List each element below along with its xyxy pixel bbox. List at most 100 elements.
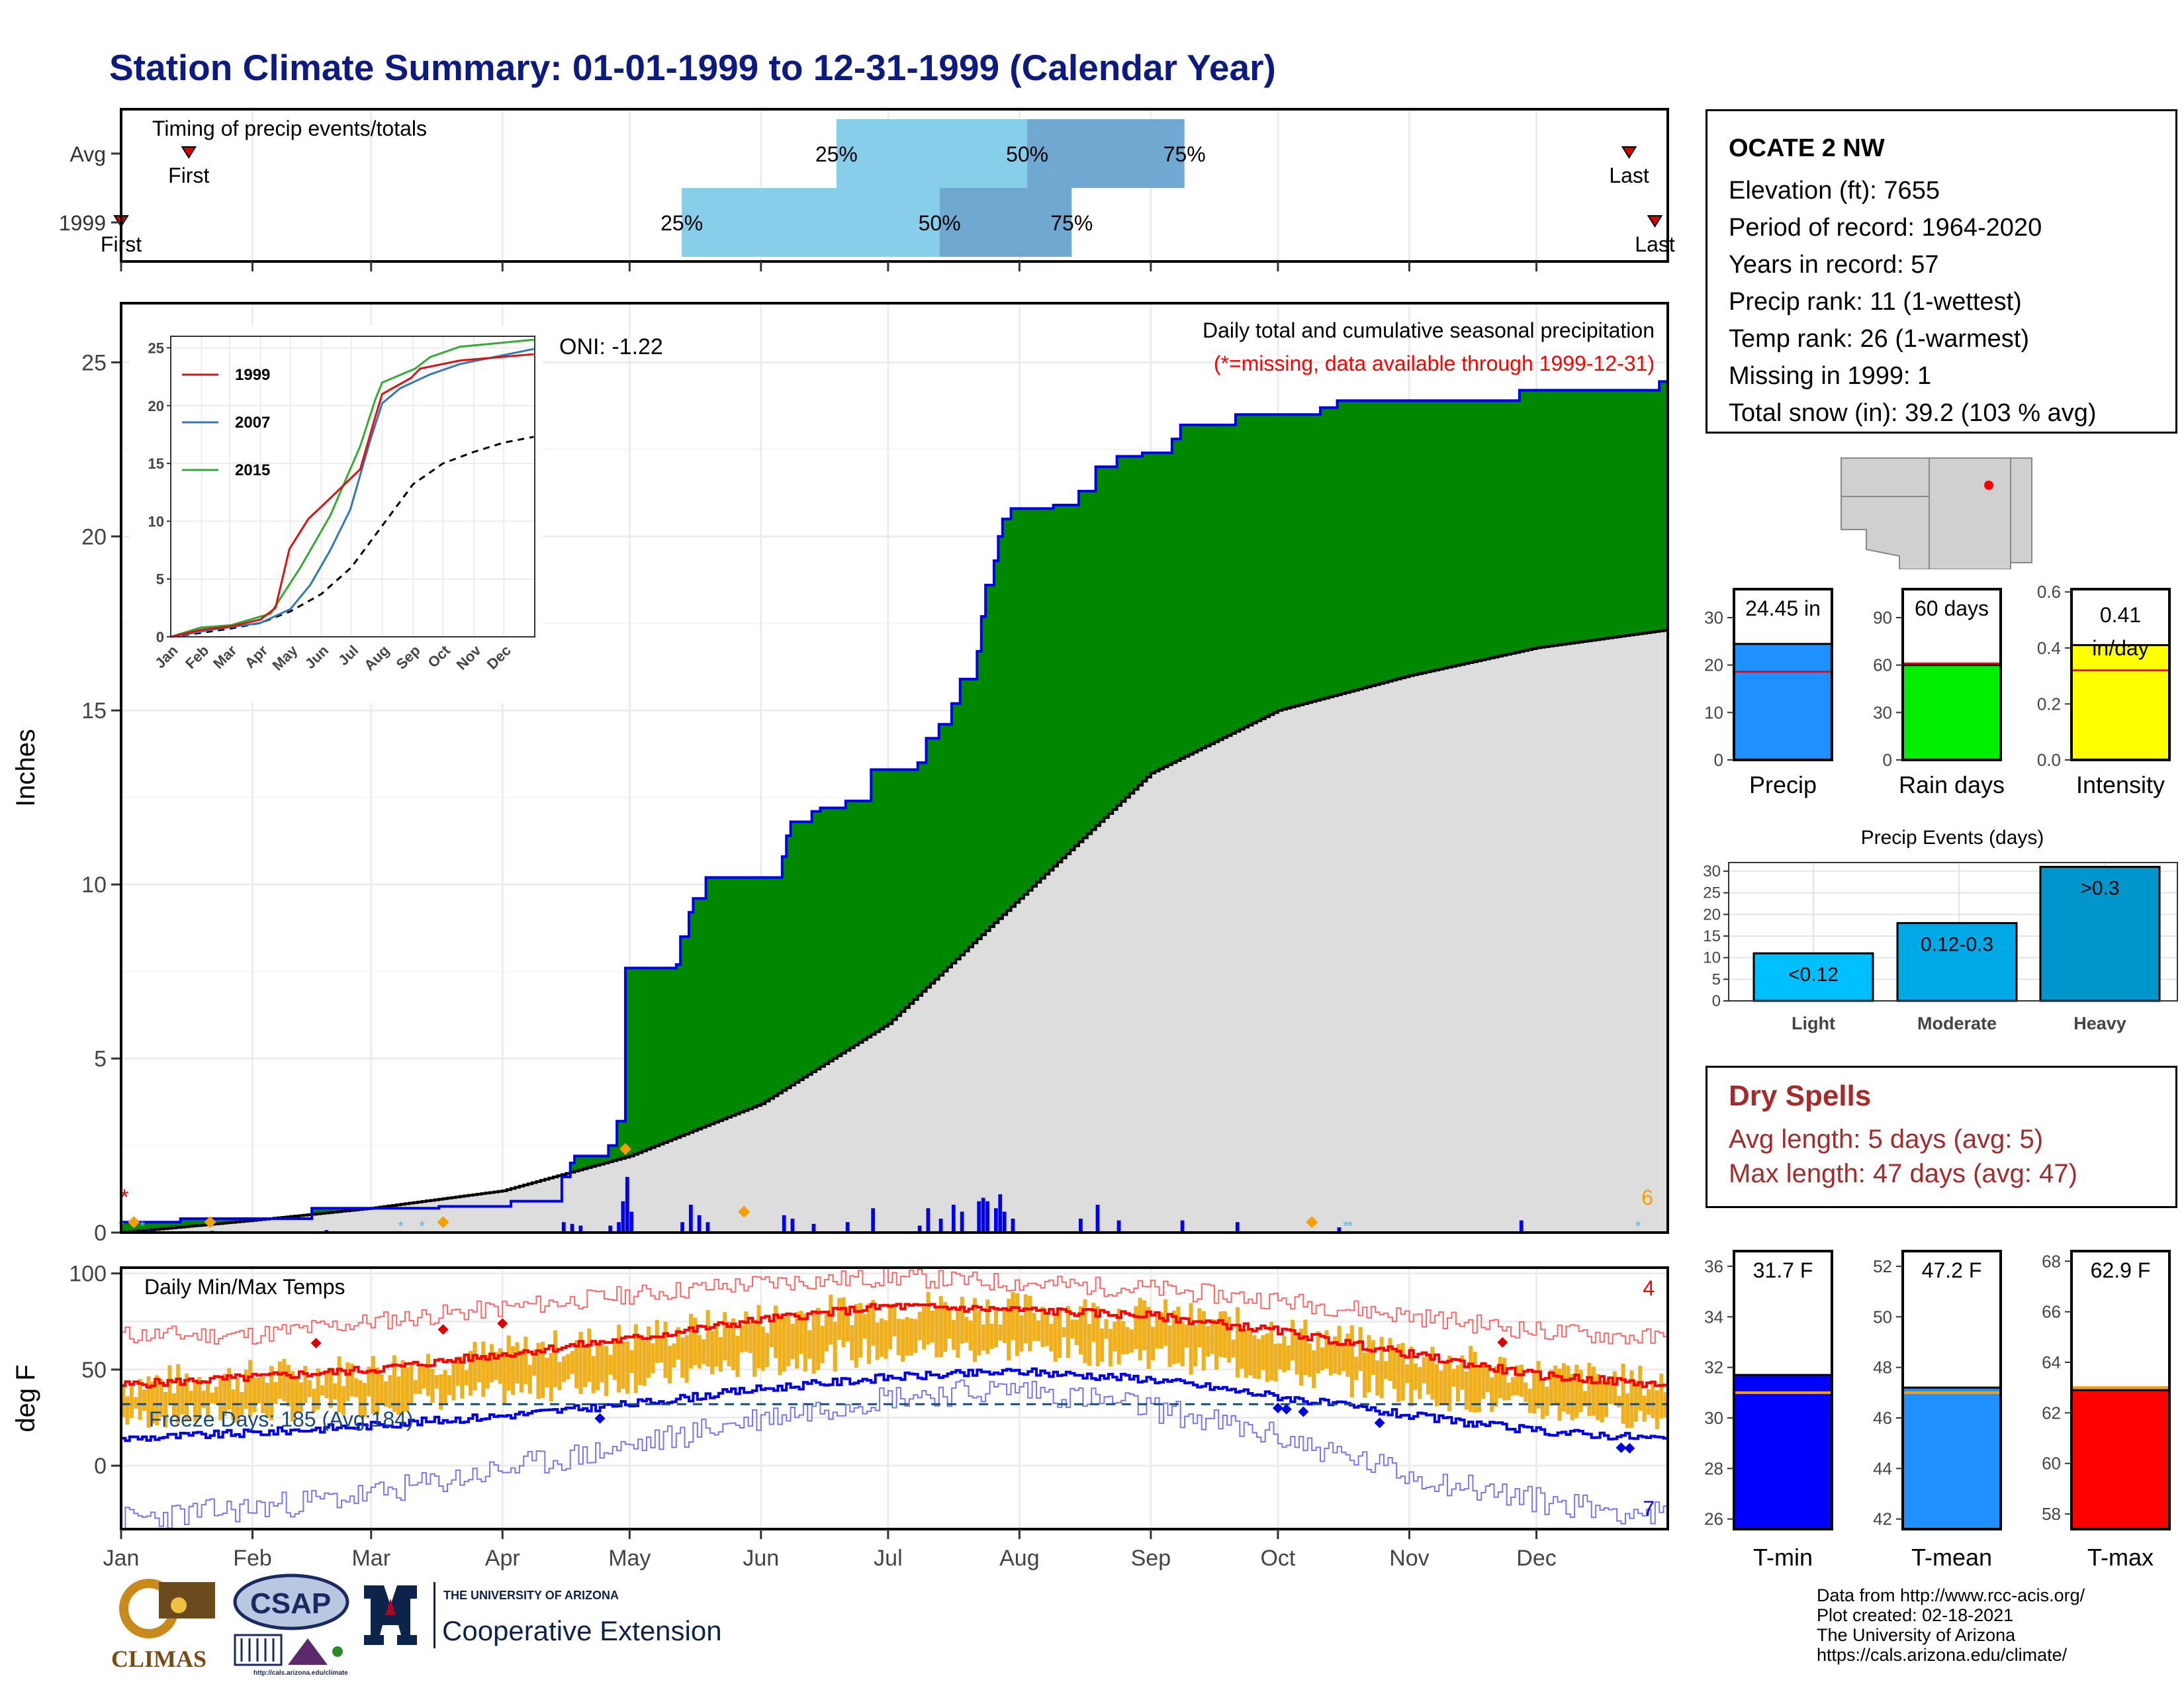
tbar-border <box>2070 1250 2171 1530</box>
inset-1999-line <box>170 353 534 638</box>
summary-border <box>1733 588 1833 761</box>
temp-daily-bar <box>574 1340 579 1389</box>
temp-daily-bar <box>155 1375 159 1426</box>
temp-daily-bar <box>1418 1367 1422 1399</box>
temp-daily-bar <box>1596 1374 1600 1421</box>
summary-ytick-label: 60 <box>1873 655 1892 675</box>
inset-ytick-label: 10 <box>148 513 164 530</box>
temp-daily-bar <box>956 1309 960 1358</box>
temp-daily-bar <box>693 1317 698 1366</box>
temp-daily-bar <box>167 1365 172 1405</box>
events-bar <box>1752 952 1874 1002</box>
temp-daily-bar <box>1341 1344 1346 1372</box>
precip-snow-marker: * <box>1347 1218 1353 1235</box>
temp-daily-bar <box>582 1348 587 1387</box>
temp-daily-bar <box>655 1320 659 1364</box>
temp-daily-bar <box>490 1344 494 1383</box>
temp-daily-bar <box>1511 1377 1516 1396</box>
precip-avg-area <box>121 630 1668 1233</box>
summary-ytick-label: 0.2 <box>2037 694 2061 714</box>
temp-daily-bar <box>1303 1319 1308 1376</box>
temp-daily-bar <box>587 1328 592 1382</box>
temp-daily-bar <box>1371 1340 1375 1375</box>
summary-ytick-label: 30 <box>1704 608 1723 628</box>
temp-daily-bar <box>358 1380 363 1417</box>
temp-daily-bar <box>1405 1364 1410 1383</box>
temp-daily-bar <box>1375 1360 1380 1395</box>
locator-map <box>1841 457 2032 569</box>
temp-daily-bar <box>375 1367 380 1416</box>
temp-daily-bar <box>596 1341 600 1391</box>
temp-daily-bar <box>782 1317 786 1372</box>
temp-daily-bar <box>197 1377 202 1419</box>
temp-title: Daily Min/Max Temps <box>144 1275 345 1299</box>
temp-daily-bar <box>786 1315 791 1367</box>
tbar-ytick-label: 50 <box>1873 1307 1892 1327</box>
temp-daily-bar <box>684 1335 689 1383</box>
temp-daily-bar <box>1363 1352 1367 1398</box>
temp-daily-bar <box>714 1323 719 1367</box>
temp-daily-bar <box>1490 1377 1494 1412</box>
temp-daily-bar <box>702 1339 706 1364</box>
temp-daily-bar <box>1333 1336 1338 1374</box>
temp-daily-bar <box>1396 1344 1401 1402</box>
page-title: Station Climate Summary: 01-01-1999 to 1… <box>109 47 1276 88</box>
precip-daily-bar <box>1337 1227 1342 1233</box>
temp-daily-bar <box>960 1297 964 1344</box>
temp-daily-bar <box>651 1343 655 1374</box>
events-title: Precip Events (days) <box>1861 827 2044 849</box>
temp-daily-bar <box>244 1370 248 1409</box>
precip-daily-bar <box>1011 1218 1015 1233</box>
temp-daily-bar <box>1150 1327 1155 1361</box>
summary-ytick-label: 0.0 <box>2037 750 2061 770</box>
temp-daily-bar <box>1608 1380 1613 1405</box>
precip-event-marker <box>738 1205 751 1218</box>
temp-daily-bar <box>494 1352 498 1380</box>
temp-panel: 0 50 100 deg F Daily Min/Max Temps Freeze Day… <box>11 1262 1669 1530</box>
temp-min-marker <box>594 1413 606 1424</box>
temp-daily-bar <box>1066 1305 1070 1358</box>
month-label: Nov <box>1389 1546 1429 1571</box>
oni-label: ONI: -1.22 <box>559 334 663 359</box>
temp-daily-bar <box>413 1380 418 1394</box>
temp-daily-bar <box>1023 1294 1028 1344</box>
temp-daily-bar <box>1100 1328 1105 1362</box>
temp-daily-bar <box>807 1330 812 1359</box>
temp-daily-bar <box>633 1324 638 1393</box>
temp-daily-bar <box>612 1340 617 1380</box>
temp-daily-bar <box>1494 1366 1498 1407</box>
temp-daily-bar <box>1171 1310 1176 1364</box>
temp-daily-bar <box>460 1356 465 1399</box>
precip-daily-bar <box>951 1204 956 1233</box>
temp-min-marker <box>1615 1442 1627 1454</box>
temp-daily-bar <box>1087 1323 1091 1366</box>
temp-daily-bar <box>934 1307 939 1358</box>
temp-daily-bar <box>506 1335 511 1391</box>
temp-daily-bar <box>426 1354 431 1396</box>
temp-daily-bar <box>1549 1370 1553 1406</box>
summary-label: Intensity <box>2076 771 2165 798</box>
temp-daily-bar <box>1349 1325 1354 1397</box>
summary-value-label: 24.45 in <box>1745 596 1821 620</box>
station-line: Elevation (ft): 7655 <box>1729 177 1940 205</box>
csap-logo <box>233 1573 349 1666</box>
timing-bar-50-75 <box>939 188 1072 257</box>
temp-min-marker <box>1298 1406 1309 1417</box>
temp-daily-bar <box>1400 1342 1405 1401</box>
precip-border <box>120 302 1669 1234</box>
precip-daily-bar <box>629 1211 634 1233</box>
timing-pct-label: 50% <box>1006 142 1048 166</box>
temp-daily-bar <box>171 1393 176 1418</box>
temp-daily-bar <box>1316 1331 1320 1374</box>
timing-marker <box>1647 215 1663 228</box>
temp-daily-bar <box>829 1294 833 1345</box>
temp-daily-bar <box>968 1320 973 1351</box>
timing-marker-label: First <box>168 164 209 187</box>
temp-daily-bar <box>795 1311 799 1369</box>
temp-daily-bar <box>1312 1350 1316 1389</box>
temp-daily-bar <box>121 1383 126 1417</box>
timing-title: Timing of precip events/totals <box>152 117 427 140</box>
temp-daily-bar <box>265 1383 269 1418</box>
temp-daily-bar <box>688 1313 694 1369</box>
timing-pct-label: 25% <box>660 211 703 235</box>
